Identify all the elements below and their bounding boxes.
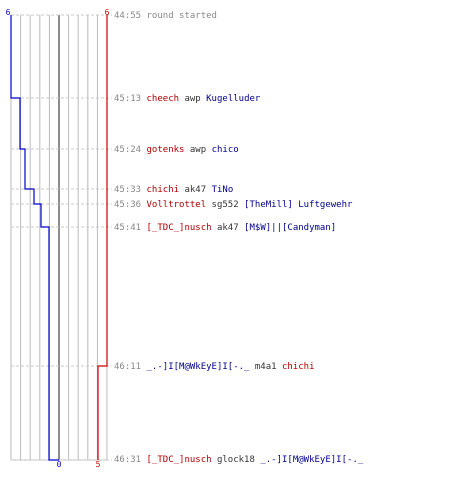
event-time: 45:24 [114, 145, 142, 155]
killer-name: chichi [146, 185, 180, 195]
event-time: 46:11 [114, 362, 142, 372]
blue-count-end: 0 [57, 460, 62, 469]
event-time: 44:55 [114, 11, 142, 21]
weapon-name: awp [184, 94, 201, 104]
weapon-name: ak47 [216, 223, 239, 233]
event-time: 45:36 [114, 200, 142, 210]
event-time: 45:41 [114, 223, 142, 233]
blue-count-start: 6 [6, 8, 11, 17]
event-time: 46:31 [114, 455, 142, 465]
victim-name: Kugelluder [206, 94, 261, 104]
killer-name: gotenks [146, 145, 185, 155]
killer-name: Volltrottel [146, 200, 207, 210]
weapon-name: sg552 [211, 200, 239, 210]
weapon-name: glock18 [216, 455, 255, 465]
victim-name: TiNo [211, 185, 234, 195]
event-row-kill: 46:31 [_TDC_]nusch glock18 _.-]I[M@WkEyE… [114, 455, 363, 465]
red-count-start: 6 [105, 8, 110, 17]
blue-team-alive-line [10, 15, 59, 461]
weapon-name: ak47 [184, 185, 207, 195]
event-row-kill: 45:13 cheech awp Kugelluder [114, 94, 260, 104]
event-row-round-start: 44:55 round started [114, 11, 217, 21]
killer-name: [_TDC_]nusch [146, 455, 212, 465]
killer-name: [_TDC_]nusch [146, 223, 212, 233]
weapon-name: m4a1 [254, 362, 277, 372]
event-row-kill: 45:33 chichi ak47 TiNo [114, 185, 233, 195]
victim-name: chichi [282, 362, 315, 372]
victim-name: _.-]I[M@WkEyE]I[-._ [260, 455, 364, 465]
event-text: round started [146, 11, 217, 21]
event-row-kill: 46:11 _.-]I[M@WkEyE]I[-._ m4a1 chichi [114, 362, 315, 372]
event-row-kill: 45:36 Volltrottel sg552 [TheMill] Luftge… [114, 200, 352, 210]
event-time: 45:13 [114, 94, 142, 104]
victim-name: [TheMill] Luftgewehr [244, 200, 353, 210]
red-count-end: 5 [96, 460, 101, 469]
killer-name: _.-]I[M@WkEyE]I[-._ [146, 362, 250, 372]
weapon-name: awp [189, 145, 207, 155]
red-team-alive-line [97, 15, 108, 460]
victim-name: [M$W]||[Candyman] [244, 223, 337, 233]
event-time: 45:33 [114, 185, 142, 195]
event-row-kill: 45:24 gotenks awp chico [114, 145, 239, 155]
killer-name: cheech [146, 94, 180, 104]
event-row-kill: 45:41 [_TDC_]nusch ak47 [M$W]||[Candyman… [114, 223, 336, 233]
victim-name: chico [211, 145, 239, 155]
